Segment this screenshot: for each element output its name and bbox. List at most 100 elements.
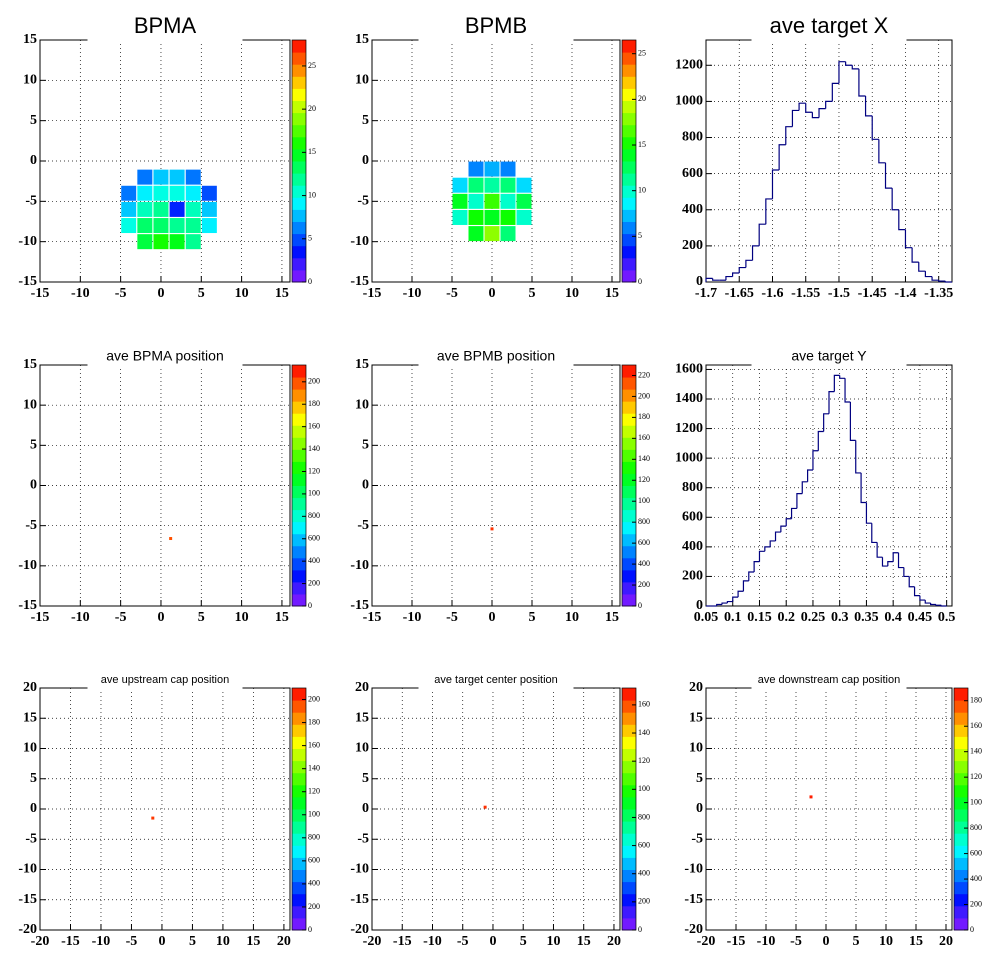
color-band — [292, 185, 306, 198]
histogram-bin — [785, 518, 792, 527]
y-tick-label: -15 — [350, 598, 369, 613]
panel: -20 -15 -10 -5 0 5 10 15 20-20-15-10-50510152002… — [684, 668, 982, 949]
color-band — [292, 173, 306, 186]
color-band — [622, 772, 636, 786]
x-tick-label: 10 — [565, 610, 579, 625]
z-tick-label: 20 — [638, 94, 646, 103]
histogram-bin — [838, 61, 846, 84]
y-tick-label: 20 — [355, 680, 369, 695]
histogram-bin — [769, 540, 776, 547]
histogram-bin — [944, 281, 952, 283]
y-tick-label: 5 — [30, 771, 37, 786]
x-tick-label: -10 — [403, 286, 422, 301]
color-band — [954, 736, 968, 749]
histogram-bin — [817, 430, 824, 451]
cell — [468, 193, 484, 209]
z-tick-label: 180 — [308, 717, 320, 726]
y-tick-label: -20 — [684, 922, 703, 937]
cell — [121, 218, 137, 234]
color-band — [954, 712, 968, 725]
z-tick-label: 160 — [638, 433, 650, 442]
x-tick-label: -1.4 — [894, 286, 916, 301]
histogram-bin — [753, 561, 760, 572]
color-band — [622, 449, 636, 462]
y-tick-label: 0 — [362, 801, 369, 816]
color-band — [622, 64, 636, 77]
x-tick-label: -20 — [31, 934, 50, 949]
y-tick-label: 5 — [362, 113, 369, 128]
color-band — [292, 197, 306, 210]
color-band — [622, 509, 636, 523]
color-band — [292, 784, 306, 798]
color-band — [292, 88, 306, 101]
x-tick-label: -10 — [757, 934, 776, 949]
z-tick-label: 600 — [308, 856, 320, 865]
z-tick-label: 400 — [638, 559, 650, 568]
histogram-bin — [876, 542, 883, 558]
y-tick-label: -15 — [18, 598, 37, 613]
x-tick-label: -15 — [363, 610, 382, 625]
color-band — [292, 557, 306, 571]
x-tick-label: 15 — [246, 934, 260, 949]
histogram-bin — [778, 144, 786, 171]
histogram-bin — [705, 277, 713, 282]
cell — [500, 161, 516, 177]
z-tick-label: 200 — [638, 580, 650, 589]
color-band — [622, 845, 636, 858]
color-band — [292, 809, 306, 822]
histogram-bin — [738, 266, 746, 273]
color-band — [292, 881, 306, 895]
x-tick-label: -5 — [115, 610, 127, 625]
y-tick-label: -5 — [25, 831, 37, 846]
y-tick-label: 1400 — [675, 391, 703, 406]
color-band — [622, 148, 636, 162]
z-tick-label: 600 — [308, 534, 320, 543]
y-tick-label: 15 — [23, 32, 37, 47]
cell — [452, 177, 468, 193]
z-tick-label: 800 — [308, 511, 320, 520]
histogram-bin — [881, 557, 888, 567]
color-band — [292, 833, 306, 846]
y-tick-label: -5 — [691, 831, 703, 846]
color-band — [292, 521, 306, 535]
z-tick-label: 120 — [638, 475, 650, 484]
color-band — [622, 425, 636, 438]
x-tick-label: 5 — [520, 934, 527, 949]
histogram-bin — [930, 603, 936, 606]
x-tick-label: 10 — [235, 610, 249, 625]
x-tick-label: -5 — [126, 934, 138, 949]
histogram-bin — [849, 401, 856, 442]
x-tick-label: -10 — [71, 286, 90, 301]
color-band — [292, 736, 306, 749]
x-tick-label: -1.35 — [924, 286, 953, 301]
color-band — [622, 136, 636, 150]
histogram-bin — [898, 209, 906, 231]
x-tick-label: -5 — [446, 286, 458, 301]
color-band — [622, 100, 636, 114]
cell — [185, 201, 201, 217]
cell — [169, 234, 185, 250]
x-tick-label: 15 — [275, 610, 289, 625]
z-tick-label: 400 — [308, 556, 320, 565]
x-tick-label: 0.1 — [724, 610, 742, 625]
histogram-bin — [818, 108, 826, 118]
y-tick-label: -10 — [684, 862, 703, 877]
color-band — [954, 772, 968, 786]
cell — [153, 169, 169, 185]
y-tick-label: -15 — [350, 274, 369, 289]
y-tick-label: 1600 — [675, 362, 703, 377]
color-band — [292, 136, 306, 150]
y-tick-label: -15 — [18, 274, 37, 289]
x-tick-label: 0.45 — [908, 610, 933, 625]
color-band — [954, 881, 968, 895]
y-tick-label: 5 — [30, 113, 37, 128]
color-band — [292, 917, 306, 931]
z-tick-label: 600 — [638, 538, 650, 547]
y-tick-label: 0 — [696, 801, 703, 816]
histogram-bin — [812, 450, 819, 470]
color-band — [292, 712, 306, 725]
color-band — [622, 245, 636, 259]
color-band — [954, 917, 968, 931]
x-tick-label: -15 — [363, 286, 382, 301]
color-band — [622, 365, 636, 378]
